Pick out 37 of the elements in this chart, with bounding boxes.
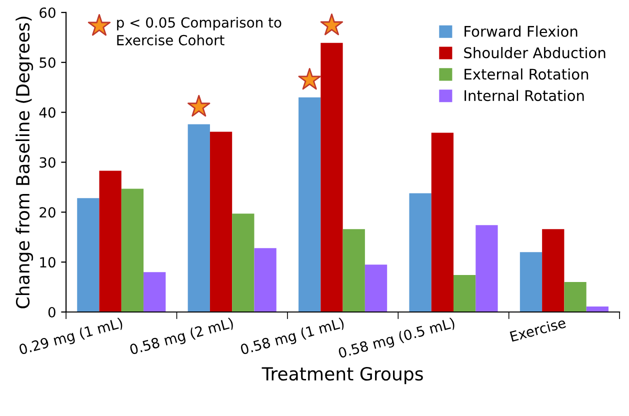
bar (188, 124, 210, 312)
bar (454, 275, 476, 312)
bar (520, 252, 542, 312)
bar (232, 214, 254, 312)
legend-label: Shoulder Abduction (464, 47, 606, 58)
x-tick-label: Exercise (510, 317, 566, 342)
bar (476, 225, 498, 312)
y-tick-label: 30 (40, 157, 56, 168)
bar (121, 188, 144, 312)
y-tick-label: 50 (40, 57, 56, 68)
x-tick-label: 0.58 mg (2 mL) (129, 317, 234, 358)
bar (431, 132, 454, 312)
bar (254, 248, 276, 312)
bar (99, 170, 122, 312)
y-axis-title: Change from Baseline (Degrees) (16, 16, 34, 308)
bar (342, 229, 365, 312)
legend-label: External Rotation (464, 68, 588, 80)
y-tick-label: 20 (40, 207, 56, 218)
bar (144, 272, 166, 312)
bar (298, 97, 321, 312)
legend-label: Forward Flexion (464, 26, 578, 37)
bar (542, 229, 564, 312)
y-tick-label: 60 (40, 7, 56, 18)
x-axis-title: Treatment Groups (262, 366, 423, 384)
bar (210, 132, 232, 312)
y-tick-label: 40 (39, 107, 56, 118)
annotation: p < 0.05 Comparison to Exercise Cohort (117, 16, 282, 46)
y-tick-label: 0 (48, 306, 56, 318)
bar (364, 264, 388, 312)
bar (586, 306, 608, 312)
bar (77, 198, 100, 312)
y-tick-label: 10 (40, 257, 56, 268)
bar (564, 282, 586, 312)
legend-label: Internal Rotation (464, 90, 584, 102)
bar (409, 193, 432, 312)
bar (320, 42, 343, 312)
x-tick-label: 0.29 mg (1 mL) (18, 317, 124, 358)
